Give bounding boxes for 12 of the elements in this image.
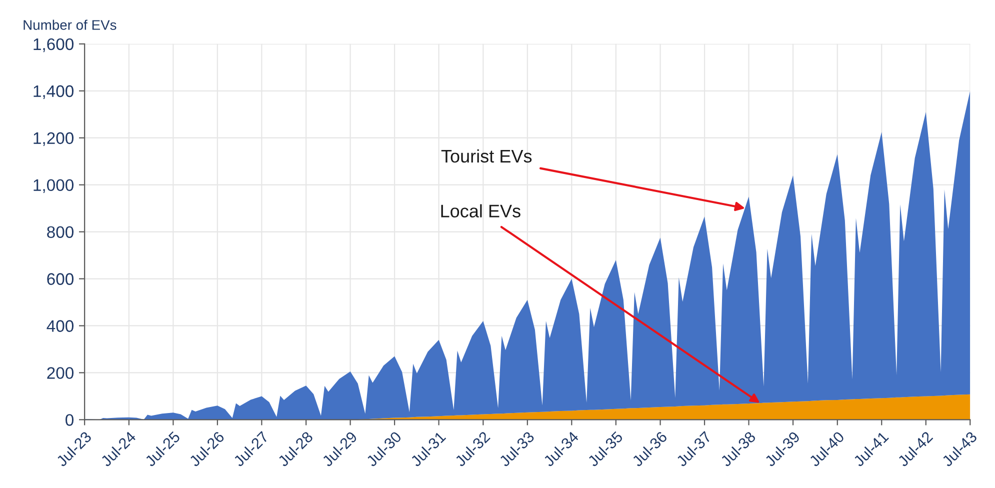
- y-tick-label: 1,600: [34, 38, 74, 52]
- y-tick-label: 600: [47, 273, 74, 285]
- y-tick-label: 1,200: [34, 132, 74, 146]
- annotation: Tourist EVs: [441, 149, 532, 163]
- y-tick-label: 800: [47, 226, 74, 238]
- y-tick-label: 400: [46, 320, 74, 332]
- y-tick-label: 1,000: [34, 179, 74, 193]
- annotation: Local EVs: [441, 204, 520, 218]
- y-tick-label: 0: [66, 414, 74, 426]
- y-tick-label: 1,400: [34, 85, 74, 100]
- y-tick-label: 200: [47, 367, 74, 379]
- y-axis-title: Number of EVs: [24, 20, 116, 30]
